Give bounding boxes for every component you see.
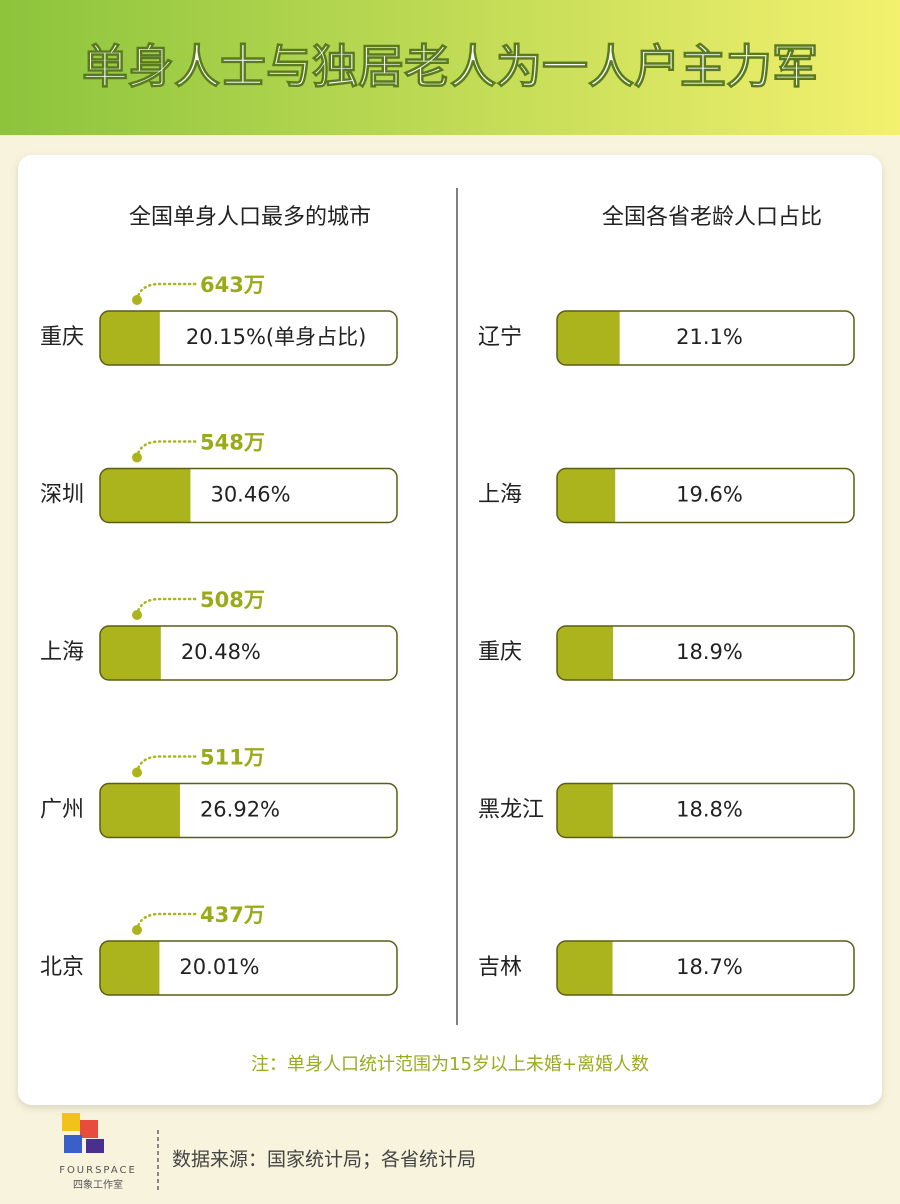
logo-block	[86, 1139, 104, 1153]
bar	[557, 311, 620, 365]
annotation: 643万	[200, 273, 265, 297]
annotation: 511万	[200, 746, 265, 770]
note: 注：单身人口统计范围为15岁以上未婚+离婚人数	[251, 1054, 649, 1075]
bar-frame	[100, 941, 397, 995]
bar-frame	[100, 311, 397, 365]
card	[18, 155, 882, 1105]
value-label: 18.9%	[676, 640, 743, 664]
logo-block	[62, 1113, 80, 1131]
category-label: 重庆	[478, 640, 522, 665]
annotation: 548万	[200, 431, 265, 455]
bar-frame	[100, 626, 397, 680]
bar	[100, 468, 191, 523]
category-label: 北京	[40, 955, 84, 980]
bar-outline	[99, 625, 398, 681]
value-label: 26.92%	[200, 798, 280, 822]
category-label: 黑龙江	[478, 798, 544, 823]
category-label: 上海	[40, 640, 84, 665]
annotation-leader	[135, 597, 200, 617]
category-label: 辽宁	[478, 325, 522, 350]
bar	[557, 941, 613, 995]
bar-outline	[556, 940, 855, 996]
chart-title: 全国各省老龄人口占比	[602, 205, 822, 230]
bar	[100, 626, 161, 680]
annotation-leader	[135, 912, 200, 932]
bar	[557, 468, 616, 523]
logo-subtitle: 四象工作室	[73, 1178, 123, 1191]
page-title: 单身人士与独居老人为一人户主力军	[82, 40, 818, 94]
header-band	[0, 0, 900, 135]
category-label: 广州	[40, 798, 84, 823]
value-label: 18.8%	[676, 798, 743, 822]
value-label: 21.1%	[676, 325, 743, 349]
logo: FOURSPACE 四象工作室	[59, 1113, 137, 1191]
value-label: 19.6%	[676, 483, 743, 507]
annotation: 437万	[200, 903, 265, 927]
value-label: 30.46%	[210, 483, 290, 507]
logo-name: FOURSPACE	[59, 1165, 137, 1176]
annotation-leader	[135, 440, 200, 459]
bar	[100, 783, 180, 838]
bar-frame	[557, 311, 854, 365]
value-label: 20.48%	[181, 640, 261, 664]
annotation-leader	[135, 282, 200, 302]
bar-frame	[557, 626, 854, 680]
logo-block	[64, 1135, 82, 1153]
bar-outline	[556, 467, 855, 524]
bar-outline	[556, 625, 855, 681]
logo-block	[80, 1120, 98, 1138]
bar-frame	[557, 783, 854, 838]
category-label: 吉林	[478, 955, 522, 980]
annotation-leader	[135, 755, 200, 774]
category-label: 深圳	[40, 483, 84, 508]
source: 数据来源：国家统计局；各省统计局	[172, 1149, 476, 1171]
category-label: 重庆	[40, 325, 84, 350]
bar-outline	[556, 782, 855, 839]
bar	[557, 626, 614, 680]
bar-frame	[557, 941, 854, 995]
bar-outline	[99, 782, 398, 839]
bar	[557, 783, 613, 838]
annotation: 508万	[200, 588, 265, 612]
category-label: 上海	[478, 483, 522, 508]
value-label: 18.7%	[676, 955, 743, 979]
bar	[100, 311, 160, 365]
bar-outline	[99, 467, 398, 524]
bar	[100, 941, 160, 995]
bar-outline	[99, 310, 398, 366]
value-label: 20.15%(单身占比)	[186, 325, 366, 349]
bar-outline	[556, 310, 855, 366]
chart-title: 全国单身人口最多的城市	[129, 205, 371, 230]
bar-outline	[99, 940, 398, 996]
value-label: 20.01%	[179, 955, 259, 979]
bar-frame	[557, 468, 854, 523]
